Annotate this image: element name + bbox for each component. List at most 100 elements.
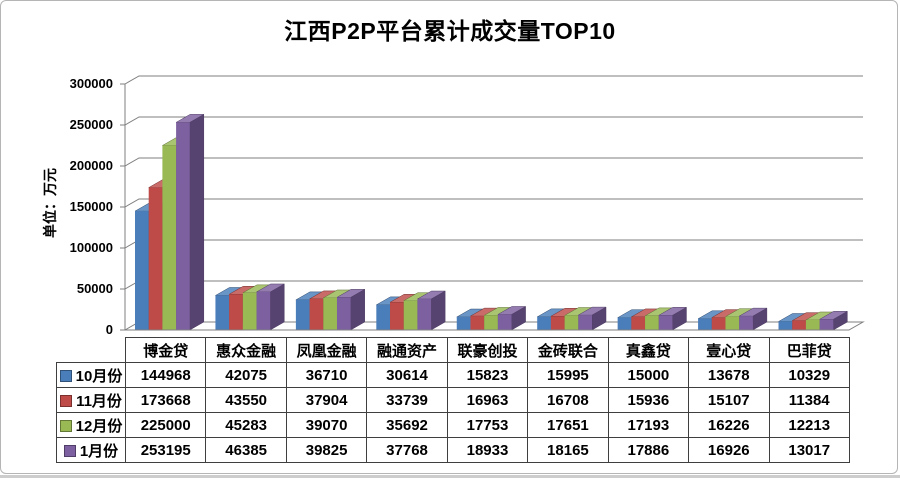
series-label-cell: 1月份	[56, 437, 126, 463]
value-cell: 253195	[124, 437, 207, 463]
value-cell: 173668	[124, 387, 207, 413]
y-tick-label: 0	[105, 322, 113, 337]
bar-11月份-融通资产	[390, 302, 404, 330]
value-cell: 10329	[768, 362, 850, 388]
value-cell: 15995	[527, 362, 609, 388]
value-cell: 37768	[366, 437, 448, 463]
table-row: 11月份 173668 43550 37904 33739 16963 16708 15936…	[56, 387, 850, 413]
category-header-cell: 博金贷	[124, 337, 207, 363]
chart-title: 江西P2P平台累计成交量TOP10	[284, 18, 616, 44]
bar-1月份-联豪创投	[497, 314, 512, 330]
legend-swatch-icon	[63, 444, 76, 457]
bar-12月份-凤凰金融	[323, 297, 337, 330]
series-label-cell: 11月份	[56, 387, 126, 413]
bar-11月份-真鑫贷	[631, 316, 646, 330]
category-header-cell: 联豪创投	[446, 337, 529, 363]
table-row: 10月份 144968 42075 36710 30614 15823 15995 15000…	[56, 362, 850, 388]
value-cell: 45283	[205, 412, 287, 438]
category-header-cell: 壹心贷	[688, 337, 770, 363]
y-tick-label: 100000	[69, 240, 113, 255]
bar-10月份-真鑫贷	[617, 317, 632, 330]
y-tick-label: 50000	[76, 281, 113, 296]
value-cell: 30614	[366, 362, 448, 388]
y-tick-label: 150000	[69, 199, 113, 214]
category-header-cell: 巴菲贷	[768, 337, 850, 363]
gridline	[124, 157, 863, 167]
bar-1月份-凤凰金融	[336, 297, 351, 330]
category-header-cell: 真鑫贷	[607, 337, 690, 363]
bar-12月份-联豪创投	[484, 315, 498, 330]
screen-bottom-edge	[0, 475, 900, 478]
value-cell: 12213	[768, 412, 850, 438]
value-cell: 37904	[285, 387, 368, 413]
bar-1月份-博金贷	[176, 122, 190, 330]
value-cell: 18933	[446, 437, 529, 463]
series-label-cell: 12月份	[56, 412, 126, 438]
value-cell: 15823	[446, 362, 529, 388]
value-cell: 17886	[607, 437, 690, 463]
bar-10月份-壹心贷	[698, 318, 712, 330]
bar-12月份-壹心贷	[725, 316, 740, 330]
bar-11月份-壹心贷	[711, 317, 726, 330]
legend-swatch-icon	[60, 394, 73, 407]
value-cell: 15000	[607, 362, 690, 388]
table-row: 1月份 253195 46385 39825 37768 18933 18165 17886 1…	[56, 437, 850, 463]
bar-11月份-金砖联合	[550, 316, 565, 330]
bar-11月份-博金贷	[148, 187, 163, 330]
value-cell: 43550	[205, 387, 287, 413]
value-cell: 16926	[688, 437, 770, 463]
legend-swatch-icon	[59, 419, 72, 432]
value-cell: 144968	[124, 362, 207, 388]
category-header-cell: 融通资产	[366, 337, 448, 363]
value-cell: 15107	[688, 387, 770, 413]
value-cell: 16963	[446, 387, 529, 413]
value-cell: 16708	[527, 387, 609, 413]
bar-12月份-惠众金融	[242, 292, 257, 330]
bar-1月份-巴菲贷	[819, 319, 834, 330]
value-cell: 225000	[124, 412, 207, 438]
bar-10月份-金砖联合	[537, 316, 551, 330]
value-cell: 39070	[285, 412, 368, 438]
bar-11月份-联豪创投	[470, 316, 485, 330]
bar-11月份-巴菲贷	[792, 320, 806, 330]
value-cell: 13678	[688, 362, 770, 388]
value-cell: 35692	[366, 412, 448, 438]
bar-10月份-联豪创投	[456, 317, 471, 330]
bar-12月份-金砖联合	[564, 315, 579, 330]
value-cell: 17193	[607, 412, 690, 438]
category-header-cell: 惠众金融	[205, 337, 287, 363]
gridline	[124, 75, 863, 85]
bar-1月份-惠众金融	[256, 291, 271, 330]
bar-12月份-巴菲贷	[805, 319, 820, 330]
value-cell: 11384	[768, 387, 850, 413]
y-tick-label: 300000	[69, 76, 113, 91]
value-cell: 16226	[688, 412, 770, 438]
bar-10月份-融通资产	[376, 304, 391, 330]
value-cell: 36710	[285, 362, 368, 388]
bar-side-1月份-博金贷	[189, 113, 205, 331]
series-label-cell: 10月份	[56, 362, 126, 388]
value-cell: 18165	[527, 437, 609, 463]
value-cell: 42075	[205, 362, 287, 388]
gridline	[124, 116, 863, 126]
chart-data-table: 博金贷 惠众金融 凤凰金融 融通资产 联豪创投 金砖联合 真鑫贷 壹心贷 巴菲贷 10月份 144…	[56, 337, 850, 463]
value-cell: 39825	[285, 437, 368, 463]
table-corner-cell	[57, 338, 126, 363]
bar-1月份-真鑫贷	[658, 315, 673, 330]
bar-11月份-惠众金融	[229, 294, 243, 330]
bar-12月份-博金贷	[162, 145, 177, 330]
y-tick-label: 200000	[69, 158, 113, 173]
bar-1月份-壹心贷	[739, 316, 753, 330]
table-row: 12月份 225000 45283 39070 35692 17753 17651 17193…	[56, 412, 850, 438]
value-cell: 17651	[527, 412, 609, 438]
value-cell: 13017	[768, 437, 850, 463]
value-cell: 46385	[205, 437, 287, 463]
legend-swatch-icon	[59, 369, 72, 382]
bar-10月份-凤凰金融	[295, 299, 310, 330]
bar-10月份-巴菲贷	[778, 321, 793, 330]
bar-1月份-金砖联合	[578, 315, 592, 330]
gridline	[124, 198, 863, 208]
bar-1月份-融通资产	[417, 299, 432, 330]
